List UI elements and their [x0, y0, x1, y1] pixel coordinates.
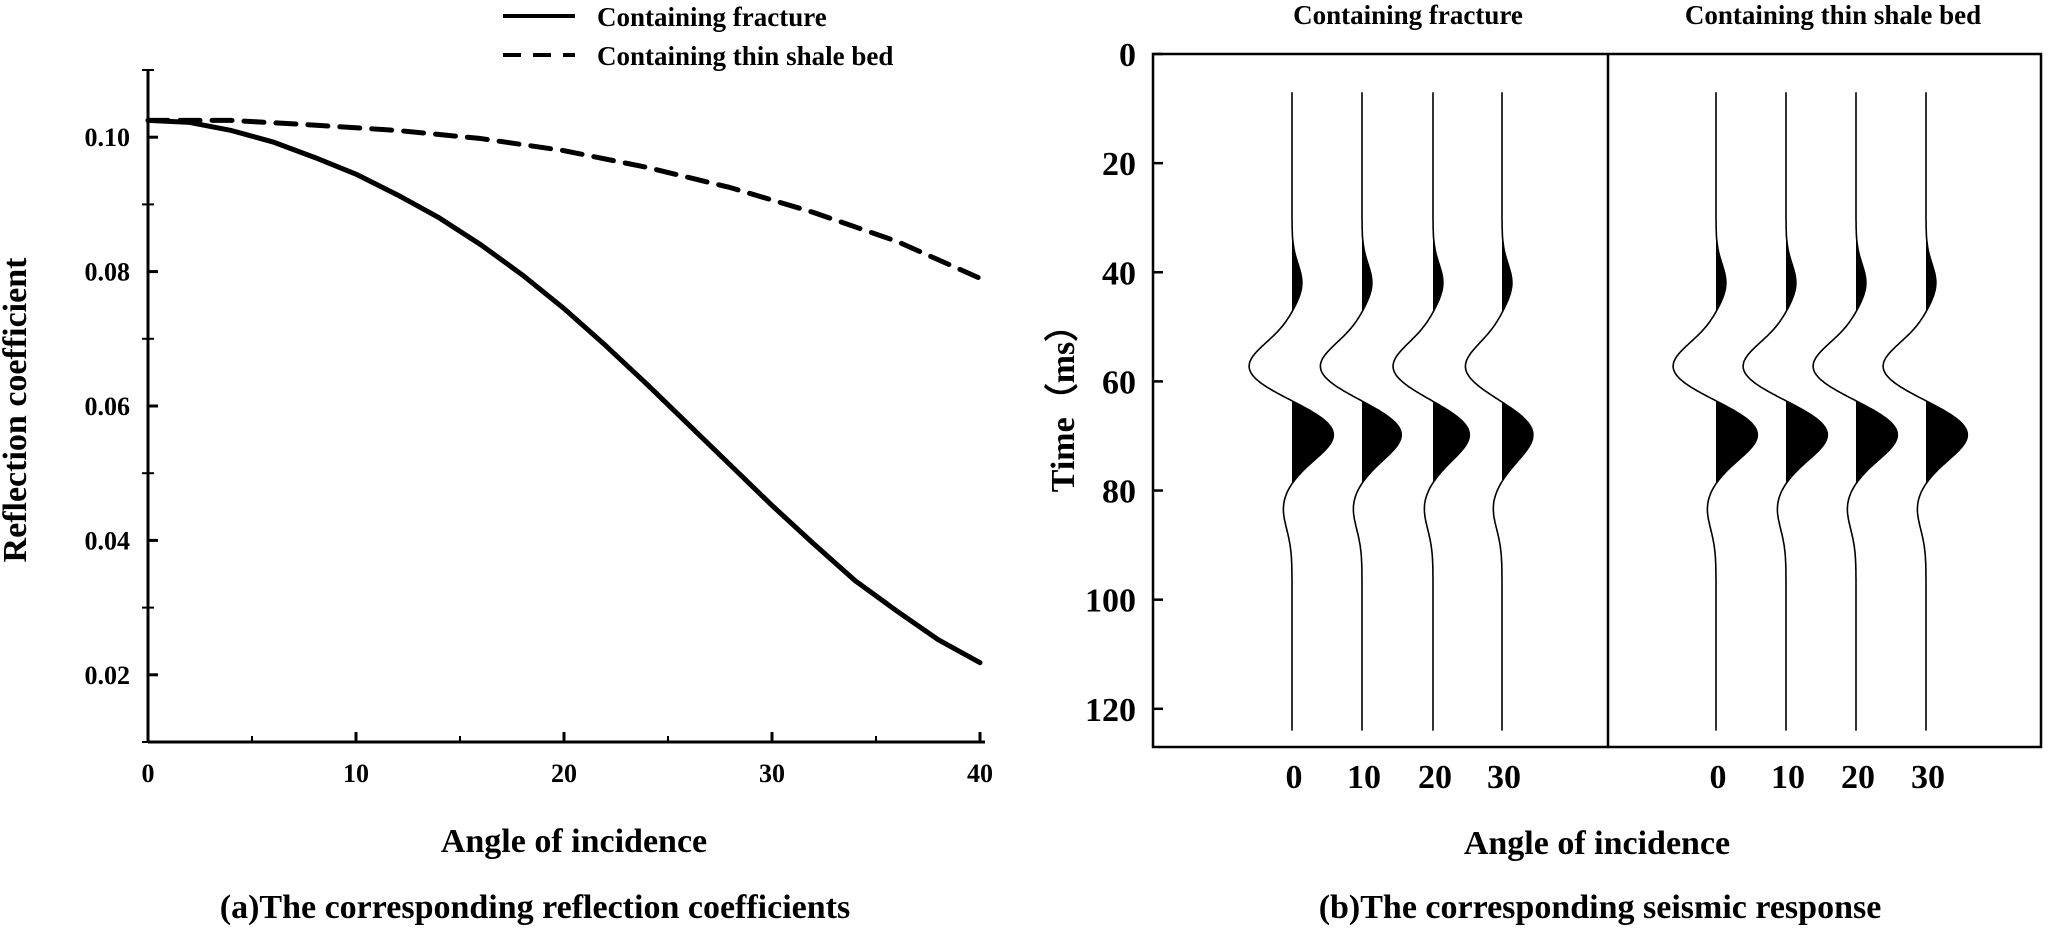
trace-line: [1882, 92, 1969, 731]
x-tick-label: 30: [759, 759, 785, 788]
trace-line: [1742, 92, 1829, 731]
x-tick-label: 0: [142, 759, 155, 788]
chart-b-x-axis-title: Angle of incidence: [1464, 825, 1730, 862]
trace-angle-label: 30: [1911, 759, 1945, 796]
chart-a-ticks: 0 10 20 30 40 0.02 0.04 0.06 0.08 0.10: [85, 69, 993, 788]
y-tick-label: 0.06: [85, 392, 131, 421]
y-tick-label: 0.02: [85, 661, 131, 690]
trace-line: [1672, 92, 1759, 731]
trace-line: [1464, 92, 1534, 731]
y-tick-label: 0.08: [85, 258, 131, 287]
legend-label-shale: Containing thin shale bed: [597, 41, 893, 71]
trace-peak-fill: [1716, 229, 1758, 483]
trace-peak-fill: [1926, 229, 1968, 483]
trace-angle-label: 20: [1841, 759, 1875, 796]
y-tick-label: 40: [1102, 255, 1136, 292]
trace-line: [1392, 92, 1471, 731]
series-line-shale: [145, 117, 983, 281]
y-tick-label: 0.04: [85, 526, 131, 555]
x-tick-label: 40: [967, 759, 993, 788]
chart-b-traces: 0 10 20 30 0 10 20 30: [1248, 92, 1969, 796]
chart-b-ticks: 0 20 40 60 80 100 120: [1085, 37, 1163, 729]
trace-line: [1248, 92, 1335, 731]
y-tick-label: 20: [1102, 146, 1136, 183]
y-tick-label: 60: [1102, 364, 1136, 401]
y-tick-label: 100: [1085, 583, 1136, 620]
chart-a-legend: Containing fracture Containing thin shal…: [503, 2, 893, 71]
y-tick-label: 120: [1085, 692, 1136, 729]
chart-b-y-axis-title: Time（ms）: [1043, 308, 1082, 492]
trace-angle-label: 10: [1347, 759, 1381, 796]
chart-b-frame: [1151, 52, 2043, 749]
y-tick-label: 0: [1119, 37, 1136, 74]
chart-a-x-axis-title: Angle of incidence: [441, 823, 707, 860]
series-line-fracture: [145, 117, 983, 666]
x-tick-label: 20: [551, 759, 577, 788]
chart-a: 0 10 20 30 40 0.02 0.04 0.06 0.08 0.10 Containing…: [0, 2, 993, 926]
trace-angle-label: 0: [1286, 759, 1303, 796]
trace-angle-label: 0: [1710, 759, 1727, 796]
trace-peak-fill: [1502, 229, 1533, 481]
y-tick-label: 0.10: [85, 123, 131, 152]
trace-peak-fill: [1786, 229, 1828, 483]
trace-line: [1812, 92, 1899, 731]
chart-b-panel-title-fracture: Containing fracture: [1293, 0, 1523, 30]
trace-angle-label: 30: [1487, 759, 1521, 796]
chart-b-caption: (b)The corresponding seismic response: [1319, 889, 1882, 926]
chart-b-panel-title-shale: Containing thin shale bed: [1685, 0, 1981, 30]
trace-peak-fill: [1856, 229, 1898, 483]
x-tick-label: 10: [343, 759, 369, 788]
chart-a-caption: (a)The corresponding reflection coeffici…: [220, 889, 850, 926]
y-tick-label: 80: [1102, 474, 1136, 511]
trace-angle-label: 10: [1771, 759, 1805, 796]
trace-peak-fill: [1362, 229, 1402, 483]
chart-a-series: [145, 117, 983, 666]
trace-peak-fill: [1433, 229, 1470, 483]
trace-angle-label: 20: [1418, 759, 1452, 796]
trace-peak-fill: [1292, 229, 1334, 483]
legend-label-fracture: Containing fracture: [597, 2, 827, 32]
chart-b: 0 20 40 60 80 100 120 0 10 20 30 0 10 20 30 Containin…: [1043, 0, 2043, 926]
chart-a-y-axis-title: Reflection coefficient: [0, 257, 34, 563]
trace-line: [1319, 92, 1402, 731]
